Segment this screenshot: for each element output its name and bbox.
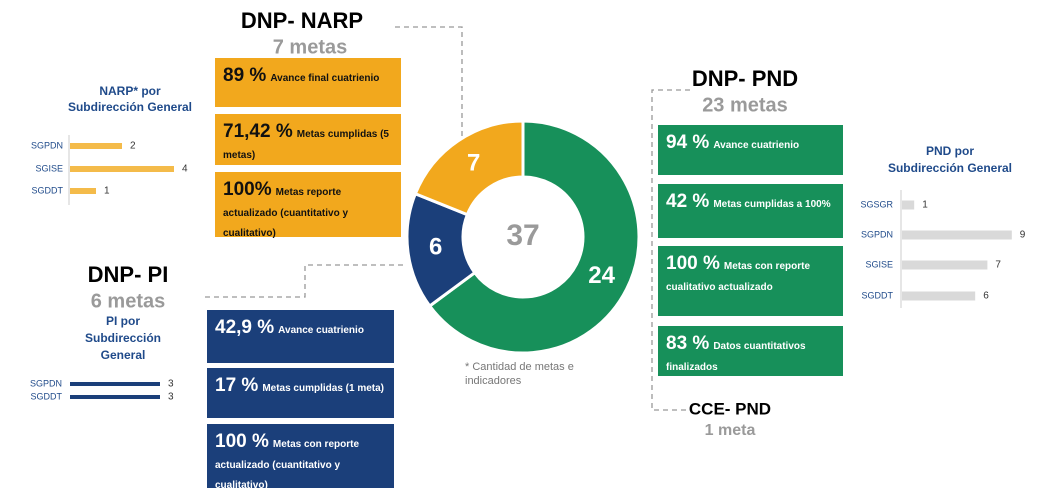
bar <box>70 395 160 399</box>
stat-text: Avance cuatrienio <box>713 140 800 151</box>
category-label: SGDDT <box>32 185 64 195</box>
stat-box: 100% Metas reporte actualizado (cuantitat… <box>215 172 401 239</box>
bar <box>70 188 96 194</box>
bar-value: 3 <box>168 392 174 403</box>
bar-value: 2 <box>130 141 136 152</box>
bar-chart-title: NARP* por <box>99 84 161 98</box>
bar-value: 3 <box>168 379 174 390</box>
stat-value: 17 % <box>215 375 259 396</box>
connectors <box>205 26 690 411</box>
bar <box>70 382 160 386</box>
bar <box>902 230 1012 240</box>
count: 1 meta <box>705 422 756 439</box>
stat-box: 94 % Avance cuatrienio <box>658 125 843 175</box>
heading: CCE- PND <box>689 399 771 418</box>
donut-segment <box>427 119 641 355</box>
bar-chart-title: PND por <box>926 144 974 158</box>
stat-value: 94 % <box>666 132 710 153</box>
stat-box: 89 % Avance final cuatrienio <box>215 58 401 107</box>
bar-chart-title: Subdirección General <box>68 100 192 114</box>
bar-value: 1 <box>104 186 110 197</box>
bar-chart-title: Subdirección <box>85 331 161 345</box>
stat-value: 42,9 % <box>215 317 275 338</box>
connector <box>651 89 690 411</box>
category-label: SGPDN <box>861 229 893 239</box>
stat-text: Avance final cuatrienio <box>270 73 380 84</box>
stat-box: 17 % Metas cumplidas (1 meta) <box>207 368 394 418</box>
bar <box>70 143 122 149</box>
stat-text: Metas con reporte actualizado (cuantitat… <box>215 439 360 491</box>
bar-value: 4 <box>182 164 188 175</box>
bar <box>902 260 988 270</box>
heading: DNP- NARP <box>241 8 363 33</box>
stat-box: 42 % Metas cumplidas a 100% <box>658 184 843 238</box>
stat-text: Metas cumplidas (1 meta) <box>262 383 385 394</box>
stat-box: 42,9 % Avance cuatrienio <box>207 310 394 363</box>
count: 7 metas <box>273 36 348 58</box>
stat-value: 83 % <box>666 333 710 354</box>
stat-box: 100 % Metas con reporte actualizado (cuan… <box>207 424 394 491</box>
stat-value: 71,42 % <box>223 121 293 142</box>
stat-text: Metas cumplidas (5 metas) <box>223 129 389 161</box>
stat-box: 100 % Metas con reporte cualitativo actua… <box>658 246 843 316</box>
stat-box: 83 % Datos cuantitativos finalizados <box>658 326 843 376</box>
segment-label: 6 <box>429 234 442 261</box>
segment-label: 24 <box>588 262 615 289</box>
bar-value: 1 <box>922 200 928 211</box>
stat-value: 100 % <box>215 431 269 452</box>
category-label: SGDDT <box>31 391 63 401</box>
category-label: SGSGR <box>860 199 893 209</box>
donut-segment <box>413 119 525 217</box>
segment-label: 7 <box>467 149 480 176</box>
category-label: SGPDN <box>31 140 63 150</box>
stat-value: 42 % <box>666 191 710 212</box>
heading: DNP- PI <box>88 262 169 287</box>
category-label: SGPDN <box>30 378 62 388</box>
connector <box>395 26 463 140</box>
bar-value: 6 <box>983 291 989 302</box>
donut-total: 37 <box>506 219 539 252</box>
bar <box>902 291 976 301</box>
stat-text: Datos cuantitativos finalizados <box>666 341 806 373</box>
stat-value: 100% <box>223 179 272 200</box>
bar-chart-title: PI por <box>106 314 140 328</box>
stat-text: Metas con reporte cualitativo actualizad… <box>666 261 811 293</box>
category-label: SGDDT <box>862 290 894 300</box>
bar-chart-title: General <box>101 348 146 362</box>
connector <box>205 264 405 298</box>
category-label: SGISE <box>865 259 893 269</box>
bar-value: 7 <box>995 260 1001 271</box>
category-label: SGISE <box>35 163 63 173</box>
stat-text: Metas reporte actualizado (cuantitativo … <box>223 187 349 239</box>
stat-text: Metas cumplidas a 100% <box>713 199 831 210</box>
heading: DNP- PND <box>692 66 798 91</box>
stat-box: 71,42 % Metas cumplidas (5 metas) <box>215 114 401 165</box>
stat-value: 89 % <box>223 65 267 86</box>
bar-chart-title: Subdirección General <box>888 161 1012 175</box>
bar <box>902 200 915 210</box>
bar <box>70 166 174 172</box>
count: 6 metas <box>91 290 166 312</box>
footnote: * Cantidad de metas e indicadores <box>465 361 574 388</box>
stat-value: 100 % <box>666 253 720 274</box>
bar-value: 9 <box>1020 230 1026 241</box>
stat-text: Avance cuatrienio <box>278 325 364 336</box>
count: 23 metas <box>702 94 788 116</box>
